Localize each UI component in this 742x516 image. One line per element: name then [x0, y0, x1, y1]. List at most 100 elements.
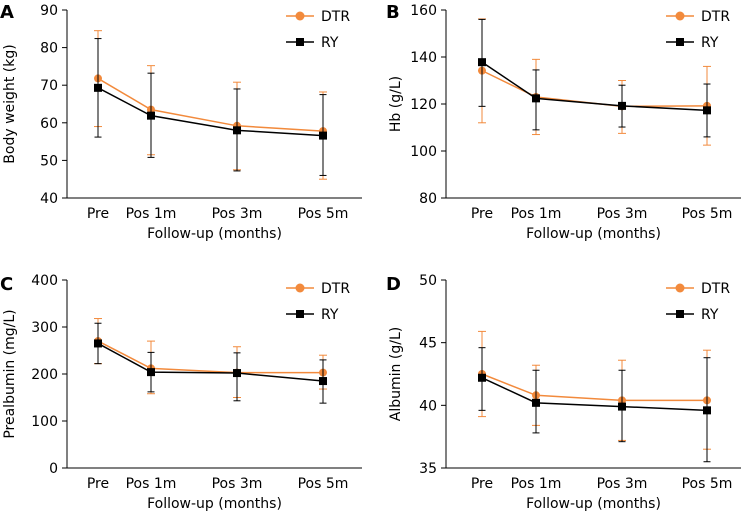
panel-letter: B — [386, 2, 400, 23]
x-axis-title: Follow-up (months) — [147, 226, 282, 242]
series-dtr — [94, 318, 327, 398]
legend-label: RY — [701, 35, 719, 51]
data-point — [147, 368, 155, 377]
panel-letter: A — [0, 2, 14, 23]
data-point — [478, 373, 486, 382]
x-tick-label: Pos 5m — [298, 476, 349, 492]
chart-panel-c: 0 100 200 300 400 Pre Pos 1m Pos 3m Pos 5m Follow… — [0, 273, 362, 512]
legend-marker — [675, 11, 685, 21]
y-axis-title: Hb (g/L) — [388, 76, 404, 132]
legend-marker — [296, 38, 304, 46]
x-axis-title: Follow-up (months) — [147, 496, 282, 512]
y-axis-title: Albumin (g/L) — [388, 327, 404, 421]
series-line — [481, 61, 708, 112]
x-axis-title: Follow-up (months) — [526, 226, 661, 242]
data-point — [319, 131, 327, 140]
data-point — [94, 339, 102, 348]
y-tick-label: 60 — [40, 116, 58, 132]
y-tick-label: 80 — [40, 41, 58, 57]
data-point — [703, 406, 711, 415]
series-line — [481, 373, 707, 402]
series-ry — [94, 38, 327, 176]
panel-letter: D — [386, 274, 401, 295]
y-axis-title: Prealbumin (mg/L) — [2, 309, 18, 438]
legend-label: DTR — [321, 9, 350, 25]
data-point — [94, 83, 102, 92]
legend-label: DTR — [701, 281, 730, 297]
series-line — [97, 87, 324, 137]
x-tick-label: Pre — [87, 476, 109, 492]
data-point — [478, 58, 486, 67]
y-tick-label: 160 — [410, 3, 437, 19]
series-ry — [478, 18, 711, 138]
y-tick-label: 45 — [419, 336, 437, 352]
series-line — [97, 77, 324, 132]
y-tick-label: 50 — [419, 273, 437, 289]
legend-label: DTR — [321, 281, 350, 297]
data-point — [233, 126, 241, 135]
y-tick-label: 80 — [419, 191, 437, 207]
y-tick-label: 100 — [31, 414, 58, 430]
x-tick-label: Pre — [471, 476, 493, 492]
series-dtr — [478, 330, 711, 450]
x-axis-title: Follow-up (months) — [526, 496, 661, 512]
legend-marker — [296, 310, 304, 318]
data-point — [618, 402, 626, 411]
series-ry — [478, 347, 711, 463]
x-tick-label: Pos 1m — [126, 206, 177, 222]
y-tick-label: 0 — [49, 461, 58, 477]
x-tick-label: Pos 3m — [597, 206, 648, 222]
data-point — [703, 106, 711, 115]
x-tick-label: Pos 3m — [597, 476, 648, 492]
y-tick-label: 140 — [410, 50, 437, 66]
legend-marker — [676, 310, 684, 318]
y-axis-title: Body weight (kg) — [2, 44, 18, 163]
y-tick-label: 40 — [419, 398, 437, 414]
x-tick-label: Pre — [471, 206, 493, 222]
y-tick-label: 120 — [410, 97, 437, 113]
y-tick-label: 300 — [31, 320, 58, 336]
series-dtr — [94, 30, 327, 180]
legend-label: DTR — [701, 9, 730, 25]
series-line — [97, 342, 324, 382]
legend-marker — [295, 11, 305, 21]
y-tick-label: 200 — [31, 367, 58, 383]
legend-label: RY — [321, 35, 339, 51]
y-tick-label: 35 — [419, 461, 437, 477]
series-line — [481, 69, 708, 108]
y-tick-label: 40 — [40, 191, 58, 207]
x-tick-label: Pos 5m — [682, 206, 733, 222]
x-tick-label: Pos 1m — [511, 206, 562, 222]
x-tick-label: Pos 5m — [298, 206, 349, 222]
x-tick-label: Pos 1m — [126, 476, 177, 492]
x-tick-label: Pos 3m — [212, 206, 263, 222]
chart-panel-a: 40 50 60 70 80 90 Pre Pos 1m Pos 3m Pos 5m Follow-… — [0, 2, 362, 242]
series-ry — [94, 322, 327, 404]
legend: DTR RY — [666, 9, 730, 51]
data-point — [147, 111, 155, 120]
series-line — [481, 377, 708, 412]
data-point — [532, 398, 540, 407]
series-line — [97, 340, 323, 374]
x-tick-label: Pos 3m — [212, 476, 263, 492]
y-tick-label: 50 — [40, 153, 58, 169]
legend-label: RY — [701, 307, 719, 323]
legend-label: RY — [321, 307, 339, 323]
data-point — [319, 377, 327, 386]
legend-marker — [675, 283, 685, 293]
y-tick-label: 400 — [31, 273, 58, 289]
chart-panel-d: 35 40 45 50 Pre Pos 1m Pos 3m Pos 5m Follow-up (… — [386, 273, 741, 512]
legend: DTR RY — [666, 281, 730, 323]
data-point — [233, 369, 241, 378]
data-point — [532, 94, 540, 103]
chart-panel-b: 80 100 120 140 160 Pre Pos 1m Pos 3m Pos 5m Follo… — [386, 2, 741, 242]
legend: DTR RY — [286, 281, 350, 323]
x-tick-label: Pre — [87, 206, 109, 222]
data-point — [618, 101, 626, 110]
x-tick-label: Pos 5m — [682, 476, 733, 492]
x-tick-label: Pos 1m — [511, 476, 562, 492]
panel-letter: C — [0, 274, 13, 295]
legend: DTR RY — [286, 9, 350, 51]
